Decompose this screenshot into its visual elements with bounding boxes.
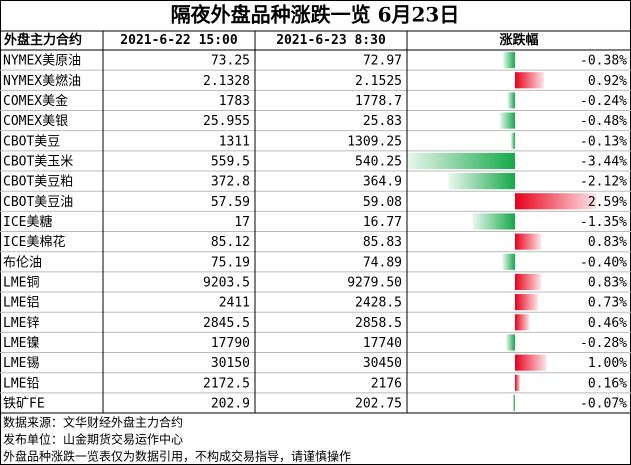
prev-cell: 9203.5 (203, 275, 250, 290)
name-cell: 铁矿FE (3, 396, 45, 411)
change-bar (499, 112, 515, 129)
name-cell: CBOT美豆油 (3, 195, 73, 210)
change-cell: -0.24% (580, 94, 627, 109)
footer-note: 外盘品种涨跌一览表仅为数据引用，不构成交易指导，请谨慎操作 (3, 449, 351, 464)
curr-cell: 85.83 (363, 235, 402, 250)
change-cell: 1.00% (588, 356, 627, 371)
change-bar (515, 273, 542, 291)
curr-cell: 202.75 (355, 396, 402, 411)
name-cell: COMEX美金 (3, 93, 68, 109)
name-cell: LME铝 (3, 296, 39, 311)
curr-cell: 540.25 (355, 154, 402, 169)
change-cell: 0.92% (588, 74, 627, 89)
name-cell: ICE美棉花 (3, 234, 65, 250)
prev-cell: 73.25 (211, 54, 250, 69)
change-cell: 0.73% (588, 296, 627, 311)
change-bar (515, 314, 530, 331)
change-bar (448, 173, 515, 190)
name-cell: 布伦油 (3, 255, 42, 270)
curr-cell: 25.83 (363, 114, 402, 129)
change-cell: -0.28% (580, 336, 627, 351)
curr-cell: 30450 (363, 356, 402, 371)
change-cell: -0.38% (580, 54, 627, 69)
change-cell: -0.07% (580, 396, 627, 411)
prev-cell: 1311 (219, 134, 250, 149)
change-bar (515, 193, 597, 210)
curr-cell: 2428.5 (355, 296, 402, 311)
change-bar (502, 253, 515, 270)
change-cell: 2.59% (588, 195, 627, 210)
prev-cell: 17790 (211, 336, 250, 351)
curr-cell: 59.08 (363, 195, 402, 210)
name-cell: COMEX美银 (3, 114, 68, 129)
change-bar (406, 152, 515, 170)
name-cell: LME铅 (3, 376, 39, 391)
name-cell: CBOT美豆粕 (3, 175, 73, 190)
curr-cell: 2.1525 (355, 74, 402, 89)
prev-cell: 372.8 (211, 175, 250, 190)
change-cell: -0.13% (580, 134, 627, 149)
change-cell: 0.46% (588, 316, 627, 331)
change-bar (503, 52, 515, 69)
curr-cell: 17740 (363, 336, 402, 351)
curr-cell: 364.9 (363, 175, 402, 190)
curr-cell: 2858.5 (355, 316, 402, 331)
title: 隔夜外盘品种涨跌一览 6月23日 (171, 3, 460, 27)
prev-cell: 57.59 (211, 195, 250, 210)
change-bar (472, 213, 515, 230)
change-cell: 0.83% (588, 275, 627, 290)
curr-cell: 9279.50 (347, 275, 402, 290)
change-cell: -3.44% (580, 154, 627, 169)
prev-cell: 75.19 (211, 255, 250, 270)
header-cell: 2021-6-23 8:30 (276, 33, 386, 48)
curr-cell: 72.97 (363, 54, 402, 69)
footer-note: 数据来源：文华财经外盘主力合约 (3, 415, 183, 430)
prev-cell: 559.5 (211, 154, 250, 169)
prev-cell: 30150 (211, 356, 250, 371)
change-bar (510, 132, 515, 149)
name-cell: LME铜 (3, 275, 39, 290)
change-bar (515, 294, 538, 311)
change-cell: -0.48% (580, 114, 627, 129)
change-bar (512, 394, 515, 412)
curr-cell: 2176 (371, 376, 402, 391)
change-cell: -0.40% (580, 255, 627, 270)
curr-cell: 74.89 (363, 255, 402, 270)
name-cell: NYMEX美燃油 (3, 73, 81, 89)
name-cell: NYMEX美原油 (3, 54, 81, 69)
change-bar (507, 92, 515, 109)
change-bar (515, 374, 521, 391)
prev-cell: 2845.5 (203, 316, 250, 331)
prev-cell: 2172.5 (203, 376, 250, 391)
change-bar (506, 334, 515, 351)
name-cell: LME锡 (3, 356, 39, 371)
change-bar (515, 72, 544, 89)
prev-cell: 17 (234, 215, 250, 230)
curr-cell: 16.77 (363, 215, 402, 230)
change-cell: 0.83% (588, 235, 627, 250)
change-cell: -1.35% (580, 215, 627, 230)
prev-cell: 25.955 (203, 114, 250, 129)
header-cell: 外盘主力合约 (3, 32, 82, 48)
curr-cell: 1309.25 (347, 134, 402, 149)
footer-note: 发布单位：山金期货交易运作中心 (3, 432, 183, 447)
name-cell: LME锌 (3, 316, 39, 331)
change-bar (515, 233, 542, 250)
prev-cell: 2411 (219, 296, 250, 311)
name-cell: LME镍 (3, 336, 39, 351)
prev-cell: 85.12 (211, 235, 250, 250)
prev-cell: 202.9 (211, 396, 250, 411)
name-cell: ICE美糖 (3, 214, 52, 230)
prev-cell: 1783 (219, 94, 250, 109)
curr-cell: 1778.7 (355, 94, 402, 109)
header-cell: 2021-6-22 15:00 (120, 33, 238, 48)
prev-cell: 2.1328 (203, 74, 250, 89)
change-bar (515, 354, 547, 371)
change-cell: -2.12% (580, 175, 627, 190)
name-cell: CBOT美玉米 (3, 154, 73, 169)
change-cell: 0.16% (588, 376, 627, 391)
name-cell: CBOT美豆 (3, 134, 60, 149)
header-cell: 涨跌幅 (498, 32, 538, 48)
